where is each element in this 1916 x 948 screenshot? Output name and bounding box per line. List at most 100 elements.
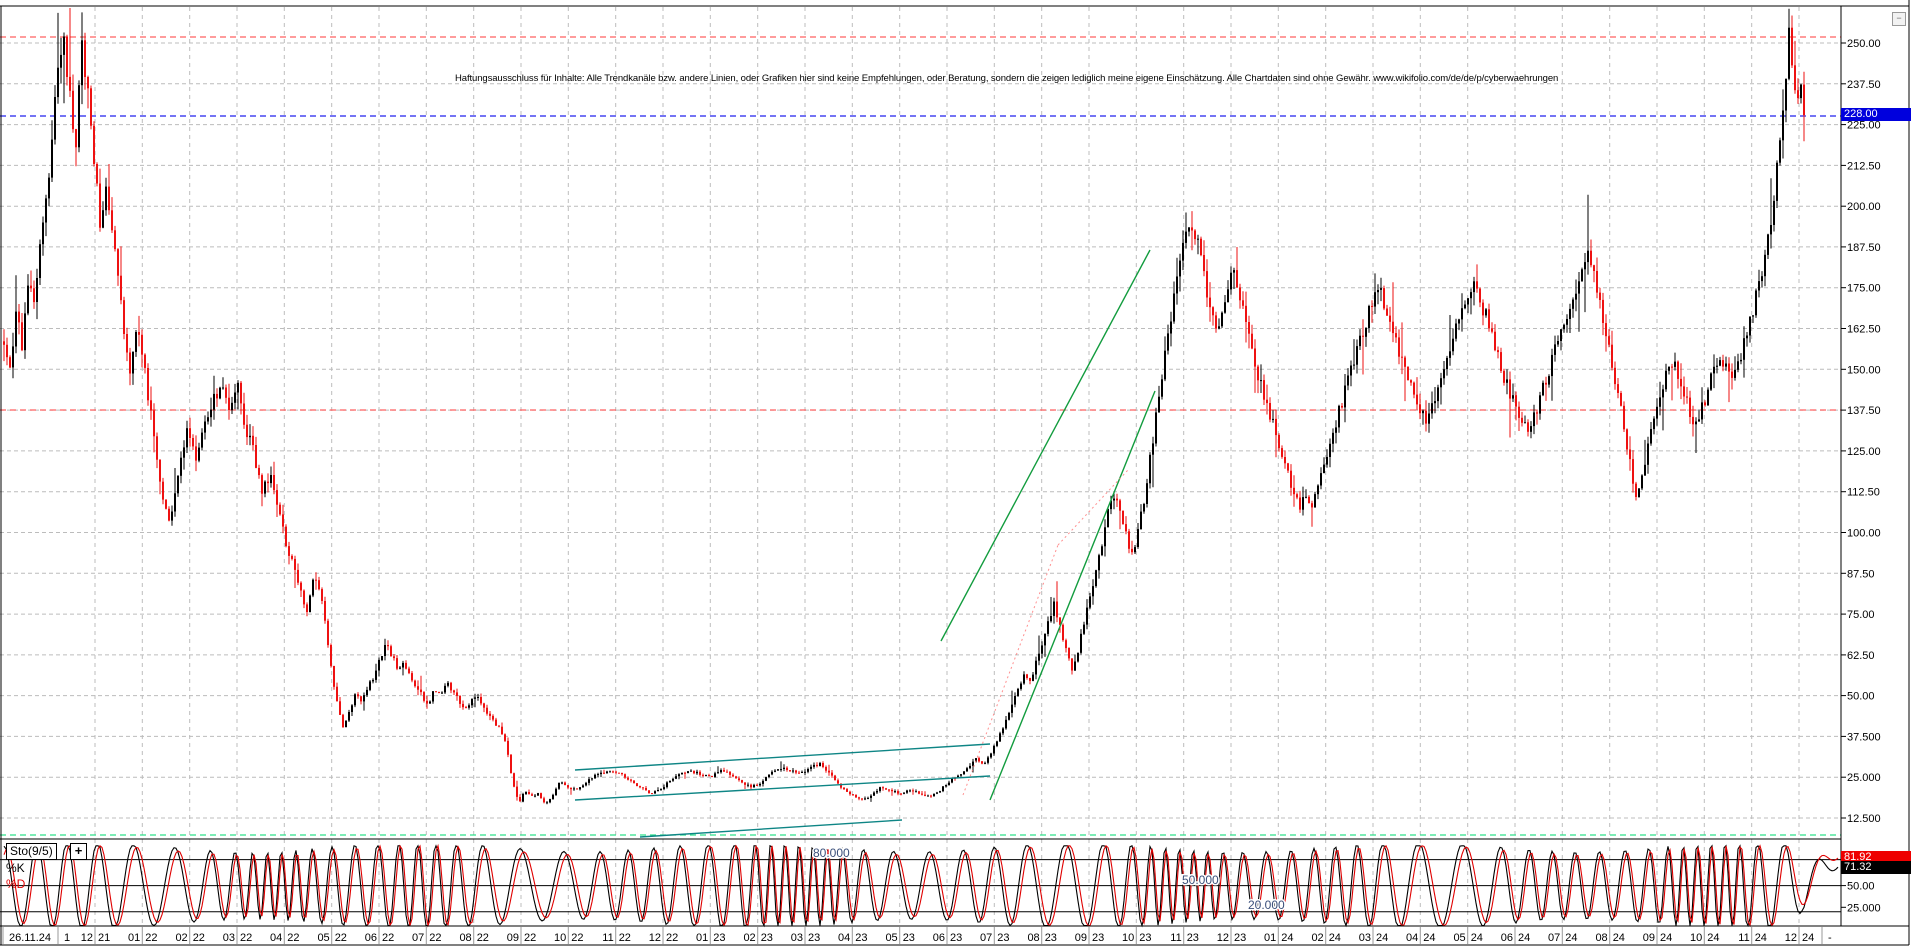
- sto-k-value-badge: 71.32: [1841, 861, 1911, 874]
- svg-text:09: 09: [1075, 932, 1087, 944]
- svg-text:21: 21: [98, 932, 110, 944]
- svg-text:20.000: 20.000: [1248, 898, 1285, 912]
- collapse-panel-button[interactable]: −: [1892, 12, 1906, 26]
- svg-text:22: 22: [524, 932, 536, 944]
- svg-text:24: 24: [1565, 932, 1577, 944]
- svg-text:150.00: 150.00: [1847, 364, 1881, 376]
- svg-text:22: 22: [619, 932, 631, 944]
- stochastic-k-line: [3, 844, 1839, 928]
- svg-text:02: 02: [743, 932, 755, 944]
- green-channel-lower: [989, 390, 1156, 801]
- svg-text:22: 22: [335, 932, 347, 944]
- sto-k-legend: %K: [6, 861, 25, 875]
- svg-text:07: 07: [412, 932, 424, 944]
- svg-text:24: 24: [1376, 932, 1388, 944]
- svg-text:24: 24: [1281, 932, 1293, 944]
- svg-text:22: 22: [571, 932, 583, 944]
- price-axis-gutter: [1841, 0, 1916, 948]
- svg-text:250.00: 250.00: [1847, 38, 1881, 50]
- svg-text:37.500: 37.500: [1847, 731, 1881, 743]
- svg-text:23: 23: [997, 932, 1009, 944]
- svg-text:187.50: 187.50: [1847, 242, 1881, 254]
- svg-text:23: 23: [1234, 932, 1246, 944]
- svg-text:80.000: 80.000: [813, 846, 850, 860]
- svg-text:23: 23: [761, 932, 773, 944]
- svg-text:225.00: 225.00: [1847, 120, 1881, 132]
- svg-text:08: 08: [459, 932, 471, 944]
- svg-text:11: 11: [1170, 932, 1181, 944]
- add-indicator-button[interactable]: +: [70, 843, 87, 860]
- svg-text:23: 23: [713, 932, 725, 944]
- svg-text:137.50: 137.50: [1847, 405, 1881, 417]
- date-axis: 26.11.24 1 12 21 01 22 02 22 03 22 04 22 05 22 06 22 07 2…: [2, 927, 1832, 944]
- svg-text:22: 22: [193, 932, 205, 944]
- svg-text:23: 23: [1092, 932, 1104, 944]
- svg-text:11: 11: [1738, 932, 1749, 944]
- svg-text:200.00: 200.00: [1847, 201, 1881, 213]
- svg-text:06: 06: [365, 932, 377, 944]
- teal-support-deep: [639, 819, 903, 838]
- svg-text:23: 23: [1187, 932, 1199, 944]
- svg-text:01: 01: [1264, 932, 1276, 944]
- date-axis-end-label: -: [1828, 932, 1832, 944]
- svg-text:23: 23: [1045, 932, 1057, 944]
- svg-text:06: 06: [933, 932, 945, 944]
- svg-text:24: 24: [1423, 932, 1435, 944]
- current-price-badge: 228.00: [1841, 108, 1911, 121]
- green-channel-upper: [940, 249, 1151, 642]
- svg-text:12: 12: [1785, 932, 1797, 944]
- svg-text:03: 03: [1359, 932, 1371, 944]
- svg-text:04: 04: [1406, 932, 1418, 944]
- svg-text:23: 23: [903, 932, 915, 944]
- teal-channel-lower: [574, 775, 991, 801]
- svg-text:12.500: 12.500: [1847, 813, 1881, 825]
- svg-text:75.00: 75.00: [1847, 609, 1875, 621]
- svg-text:12: 12: [81, 932, 93, 944]
- svg-text:22: 22: [382, 932, 394, 944]
- svg-text:06: 06: [1501, 932, 1513, 944]
- svg-text:05: 05: [317, 932, 329, 944]
- svg-text:08: 08: [1027, 932, 1039, 944]
- svg-text:01: 01: [696, 932, 708, 944]
- svg-text:62.50: 62.50: [1847, 650, 1875, 662]
- svg-text:162.50: 162.50: [1847, 324, 1881, 336]
- indicator-label-box[interactable]: Sto(9/5): [6, 843, 57, 860]
- svg-text:24: 24: [1660, 932, 1672, 944]
- svg-text:12: 12: [649, 932, 661, 944]
- svg-text:25.000: 25.000: [1847, 772, 1881, 784]
- teal-channel-upper: [574, 743, 991, 771]
- svg-text:23: 23: [855, 932, 867, 944]
- svg-text:07: 07: [980, 932, 992, 944]
- sto-d-legend: %D: [6, 877, 26, 891]
- svg-text:04: 04: [270, 932, 282, 944]
- month-gridlines: [94, 7, 1800, 926]
- disclaimer-text: Haftungsausschluss für Inhalte: Alle Tre…: [455, 73, 1559, 84]
- svg-text:09: 09: [507, 932, 519, 944]
- svg-text:25.000: 25.000: [1847, 902, 1881, 914]
- svg-text:237.50: 237.50: [1847, 79, 1881, 91]
- svg-text:100.00: 100.00: [1847, 528, 1881, 540]
- svg-text:03: 03: [223, 932, 235, 944]
- svg-text:87.50: 87.50: [1847, 568, 1875, 580]
- svg-text:112.50: 112.50: [1847, 487, 1880, 499]
- svg-text:03: 03: [791, 932, 803, 944]
- svg-text:07: 07: [1548, 932, 1560, 944]
- svg-text:24: 24: [1518, 932, 1530, 944]
- price-axis-labels: 250.00 237.50 225.00 212.50 200.00 187.50 175.…: [1841, 38, 1881, 914]
- svg-text:23: 23: [950, 932, 962, 944]
- svg-text:125.00: 125.00: [1847, 446, 1881, 458]
- svg-text:175.00: 175.00: [1847, 283, 1881, 295]
- svg-text:02: 02: [1311, 932, 1323, 944]
- svg-text:01: 01: [128, 932, 140, 944]
- svg-text:11: 11: [602, 932, 613, 944]
- svg-text:23: 23: [1139, 932, 1151, 944]
- price-gridlines: [0, 42, 1841, 819]
- svg-text:24: 24: [1613, 932, 1625, 944]
- svg-text:12: 12: [1217, 932, 1229, 944]
- svg-text:22: 22: [240, 932, 252, 944]
- svg-text:05: 05: [885, 932, 897, 944]
- svg-text:08: 08: [1595, 932, 1607, 944]
